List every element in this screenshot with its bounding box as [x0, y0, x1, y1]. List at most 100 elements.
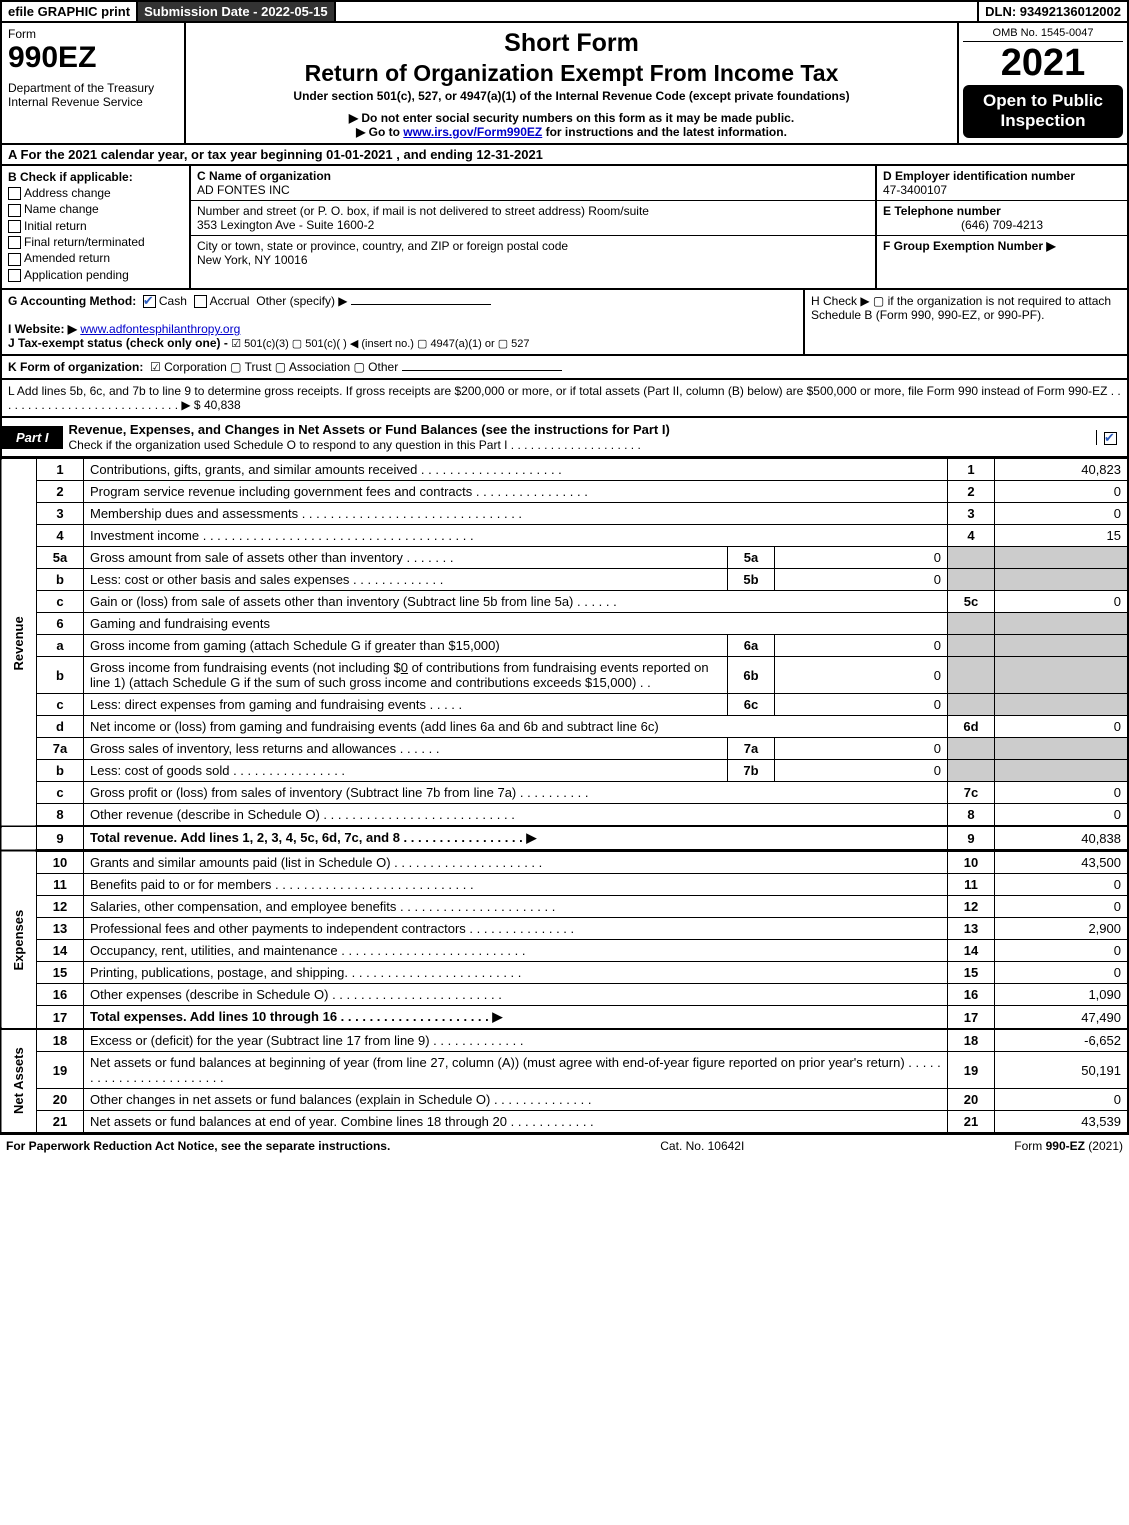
cb-application-pending[interactable]: Application pending [8, 268, 183, 282]
line-6c-num: c [37, 694, 84, 716]
line-7b-sl: 7b [728, 760, 775, 782]
line-17-desc: Total expenses. Add lines 10 through 16 … [84, 1006, 948, 1030]
cb-final-return[interactable]: Final return/terminated [8, 235, 183, 249]
j-label: J Tax-exempt status (check only one) - [8, 336, 228, 350]
line-7a-grey2 [995, 738, 1129, 760]
col-def: D Employer identification number 47-3400… [875, 166, 1127, 288]
line-11-desc: Benefits paid to or for members . . . . … [84, 874, 948, 896]
line-9-ln: 9 [948, 826, 995, 851]
line-2-amt: 0 [995, 481, 1129, 503]
line-8-num: 8 [37, 804, 84, 827]
cb-address-change[interactable]: Address change [8, 186, 183, 200]
b-label: B Check if applicable: [8, 170, 133, 184]
line-11-ln: 11 [948, 874, 995, 896]
line-16-amt: 1,090 [995, 984, 1129, 1006]
line-7c-ln: 7c [948, 782, 995, 804]
c-street-label: Number and street (or P. O. box, if mail… [197, 204, 869, 218]
j-options: ☑ 501(c)(3) ▢ 501(c)( ) ◀ (insert no.) ▢… [231, 338, 529, 350]
subtitle: Under section 501(c), 527, or 4947(a)(1)… [190, 89, 953, 103]
line-19-num: 19 [37, 1052, 84, 1089]
ssn-warning: ▶ Do not enter social security numbers o… [190, 111, 953, 125]
line-20-desc: Other changes in net assets or fund bala… [84, 1089, 948, 1111]
cb-cash[interactable] [143, 295, 156, 308]
line-12-amt: 0 [995, 896, 1129, 918]
line-8-amt: 0 [995, 804, 1129, 827]
line-6a-grey [948, 635, 995, 657]
line-14-desc: Occupancy, rent, utilities, and maintena… [84, 940, 948, 962]
line-2-ln: 2 [948, 481, 995, 503]
line-7b-sv: 0 [775, 760, 948, 782]
line-7c-desc: Gross profit or (loss) from sales of inv… [84, 782, 948, 804]
line-6b-sl: 6b [728, 657, 775, 694]
line-3-desc: Membership dues and assessments . . . . … [84, 503, 948, 525]
line-1-desc: Contributions, gifts, grants, and simila… [84, 459, 948, 481]
line-5b-desc: Less: cost or other basis and sales expe… [84, 569, 728, 591]
form-number: 990EZ [8, 41, 178, 75]
line-11-num: 11 [37, 874, 84, 896]
line-6-num: 6 [37, 613, 84, 635]
line-17-ln: 17 [948, 1006, 995, 1030]
line-16-num: 16 [37, 984, 84, 1006]
org-street: 353 Lexington Ave - Suite 1600-2 [197, 218, 869, 232]
line-15-amt: 0 [995, 962, 1129, 984]
cb-amended-return[interactable]: Amended return [8, 251, 183, 265]
part1-label: Part I [2, 426, 63, 449]
line-6b-grey [948, 657, 995, 694]
line-8-desc: Other revenue (describe in Schedule O) .… [84, 804, 948, 827]
line-14-ln: 14 [948, 940, 995, 962]
line-21-amt: 43,539 [995, 1111, 1129, 1134]
line-5b-sl: 5b [728, 569, 775, 591]
line-7b-grey [948, 760, 995, 782]
line-5a-desc: Gross amount from sale of assets other t… [84, 547, 728, 569]
irs-form-link[interactable]: www.irs.gov/Form990EZ [403, 125, 542, 139]
footer-right: Form 990-EZ (2021) [1014, 1139, 1123, 1153]
col-b: B Check if applicable: Address change Na… [2, 166, 191, 288]
spacer [336, 2, 978, 21]
omb-number: OMB No. 1545-0047 [963, 27, 1123, 42]
line-7c-num: c [37, 782, 84, 804]
line-15-num: 15 [37, 962, 84, 984]
org-city: New York, NY 10016 [197, 253, 869, 267]
line-6a-desc: Gross income from gaming (attach Schedul… [84, 635, 728, 657]
cb-accrual[interactable] [194, 295, 207, 308]
line-1-num: 1 [37, 459, 84, 481]
goto-line: ▶ Go to www.irs.gov/Form990EZ for instru… [190, 125, 953, 139]
cb-name-change[interactable]: Name change [8, 202, 183, 216]
line-3-ln: 3 [948, 503, 995, 525]
line-6d-num: d [37, 716, 84, 738]
line-5a-sl: 5a [728, 547, 775, 569]
line-6c-desc: Less: direct expenses from gaming and fu… [84, 694, 728, 716]
d-label: D Employer identification number [883, 169, 1075, 183]
line-6c-sl: 6c [728, 694, 775, 716]
line-7a-desc: Gross sales of inventory, less returns a… [84, 738, 728, 760]
line-6d-amt: 0 [995, 716, 1129, 738]
g-label: G Accounting Method: [8, 294, 136, 308]
org-name: AD FONTES INC [197, 183, 869, 197]
line-13-num: 13 [37, 918, 84, 940]
form-word: Form [8, 27, 178, 41]
line-5b-sv: 0 [775, 569, 948, 591]
line-19-amt: 50,191 [995, 1052, 1129, 1089]
part1-checkbox[interactable] [1096, 430, 1127, 445]
line-7b-desc: Less: cost of goods sold . . . . . . . .… [84, 760, 728, 782]
section-l: L Add lines 5b, 6c, and 7b to line 9 to … [0, 380, 1129, 418]
line-7a-sv: 0 [775, 738, 948, 760]
open-public-badge: Open to Public Inspection [963, 85, 1123, 138]
section-a: A For the 2021 calendar year, or tax yea… [0, 145, 1129, 166]
line-20-amt: 0 [995, 1089, 1129, 1111]
website-link[interactable]: www.adfontesphilanthropy.org [80, 322, 240, 336]
line-21-num: 21 [37, 1111, 84, 1134]
side-revenue: Revenue [1, 459, 37, 827]
c-city-label: City or town, state or province, country… [197, 239, 869, 253]
cb-initial-return[interactable]: Initial return [8, 219, 183, 233]
line-3-num: 3 [37, 503, 84, 525]
footer-mid: Cat. No. 10642I [660, 1139, 744, 1153]
line-18-amt: -6,652 [995, 1029, 1129, 1052]
side-expenses: Expenses [1, 851, 37, 1030]
i-label: I Website: ▶ [8, 322, 77, 336]
line-4-desc: Investment income . . . . . . . . . . . … [84, 525, 948, 547]
line-18-num: 18 [37, 1029, 84, 1052]
line-5a-grey2 [995, 547, 1129, 569]
line-13-amt: 2,900 [995, 918, 1129, 940]
efile-label: efile GRAPHIC print [2, 2, 138, 21]
